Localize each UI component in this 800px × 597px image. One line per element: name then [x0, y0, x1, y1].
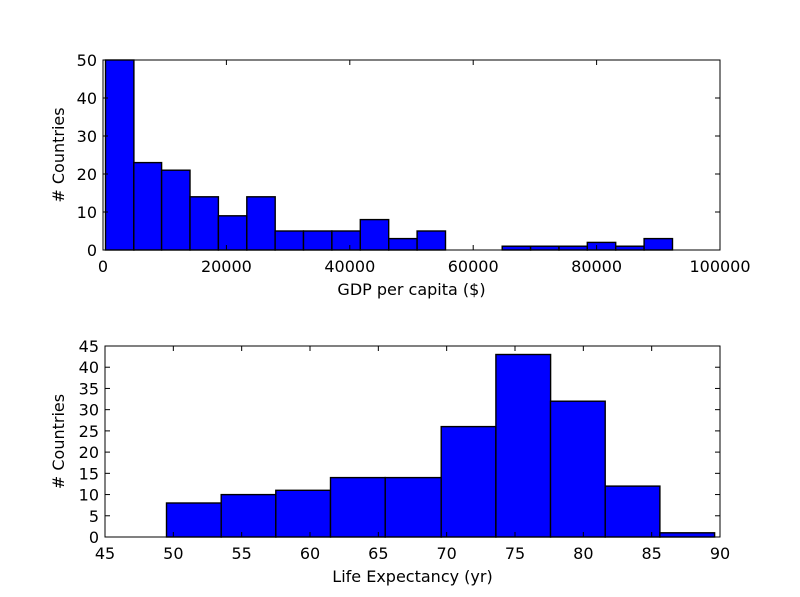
life-expectancy-x-tick-labels: 45 50 55 60 65 70 75 80 85 90	[95, 544, 730, 563]
gdp-bar	[359, 218, 390, 251]
life-expectancy-y-tick-label: 35	[79, 379, 99, 398]
gdp-x-tick-label: 20000	[201, 257, 252, 276]
life-expectancy-y-tick-label: 45	[79, 337, 99, 356]
life-expectancy-x-tick-label: 90	[710, 544, 730, 563]
gdp-axes-frame	[102, 59, 721, 251]
gdp-bar	[501, 245, 532, 251]
life-expectancy-bar	[165, 502, 222, 538]
life-expectancy-x-tick-label: 85	[641, 544, 661, 563]
gdp-y-tick-label: 0	[87, 241, 97, 260]
life-expectancy-x-tick-label: 55	[231, 544, 251, 563]
life-expectancy-bar	[549, 400, 606, 538]
life-expectancy-y-tick-label: 40	[79, 358, 99, 377]
life-expectancy-y-tick-labels: 0 5 10 15 20 25 30 35 40 45	[79, 337, 99, 547]
gdp-bar	[388, 237, 418, 251]
life-expectancy-x-tick-label: 45	[95, 544, 115, 563]
life-expectancy-bar	[440, 425, 497, 538]
gdp-bar	[133, 161, 163, 251]
gdp-x-tick-label: 0	[98, 257, 108, 276]
gdp-bar	[104, 59, 135, 251]
life-expectancy-x-axis-label: Life Expectancy (yr)	[332, 567, 492, 586]
life-expectancy-y-tick-label: 5	[89, 507, 99, 526]
gdp-bar	[643, 237, 674, 251]
life-expectancy-histogram: 45 50 55 60 65 70 75 80 85 90 0 5 10 15 20 25 30 35 40 45 …	[49, 337, 730, 586]
gdp-bar	[274, 230, 305, 251]
gdp-x-tick-labels: 0 20000 40000 60000 80000 100000	[98, 257, 751, 276]
life-expectancy-bar	[220, 493, 277, 538]
life-expectancy-y-tick-label: 0	[89, 528, 99, 547]
gdp-bar	[160, 169, 191, 251]
gdp-bar	[331, 230, 361, 251]
gdp-bar	[615, 245, 645, 251]
gdp-y-tick-label: 20	[77, 165, 97, 184]
gdp-y-tick-label: 40	[77, 89, 97, 108]
life-expectancy-x-tick-label: 65	[368, 544, 388, 563]
life-expectancy-y-tick-label: 30	[79, 401, 99, 420]
gdp-x-tick-label: 60000	[448, 257, 499, 276]
life-expectancy-x-tick-label: 60	[300, 544, 320, 563]
life-expectancy-bar	[275, 489, 332, 538]
life-expectancy-x-tick-label: 70	[436, 544, 456, 563]
gdp-bars	[104, 59, 674, 251]
life-expectancy-y-tick-label: 10	[79, 486, 99, 505]
gdp-x-tick-label: 100000	[689, 257, 750, 276]
life-expectancy-x-tick-label: 80	[573, 544, 593, 563]
gdp-y-axis-label: # Countries	[49, 107, 68, 202]
gdp-histogram: 0 20000 40000 60000 80000 100000 01020304050 …	[49, 51, 751, 299]
life-expectancy-axes-frame	[104, 345, 721, 538]
gdp-bar	[217, 215, 248, 251]
gdp-y-tick-label: 30	[77, 127, 97, 146]
gdp-x-tick-label: 80000	[571, 257, 622, 276]
life-expectancy-bar	[604, 485, 661, 538]
gdp-bar	[302, 230, 333, 251]
gdp-y-tick-labels: 0 10 20 30 40 50	[77, 51, 97, 260]
gdp-x-tick-label: 40000	[324, 257, 375, 276]
life-expectancy-y-tick-label: 25	[79, 422, 99, 441]
life-expectancy-y-tick-label: 15	[79, 464, 99, 483]
life-expectancy-x-tick-label: 50	[163, 544, 183, 563]
gdp-bar	[558, 245, 589, 251]
life-expectancy-bar	[659, 532, 716, 538]
life-expectancy-y-tick-label: 20	[79, 443, 99, 462]
gdp-bar	[529, 245, 560, 251]
life-expectancy-bars	[165, 353, 716, 538]
life-expectancy-bar	[384, 476, 442, 538]
gdp-x-axis-label: GDP per capita ($)	[337, 280, 485, 299]
life-expectancy-bar	[329, 476, 386, 538]
gdp-bar	[189, 196, 220, 251]
gdp-bar	[586, 241, 617, 251]
gdp-y-tick-label: 50	[77, 51, 97, 70]
gdp-bar	[416, 230, 447, 251]
life-expectancy-y-axis-label: # Countries	[49, 394, 68, 489]
life-expectancy-bar	[495, 353, 552, 538]
gdp-bar	[246, 196, 276, 251]
life-expectancy-x-tick-label: 75	[505, 544, 525, 563]
gdp-y-tick-label: 10	[77, 203, 97, 222]
